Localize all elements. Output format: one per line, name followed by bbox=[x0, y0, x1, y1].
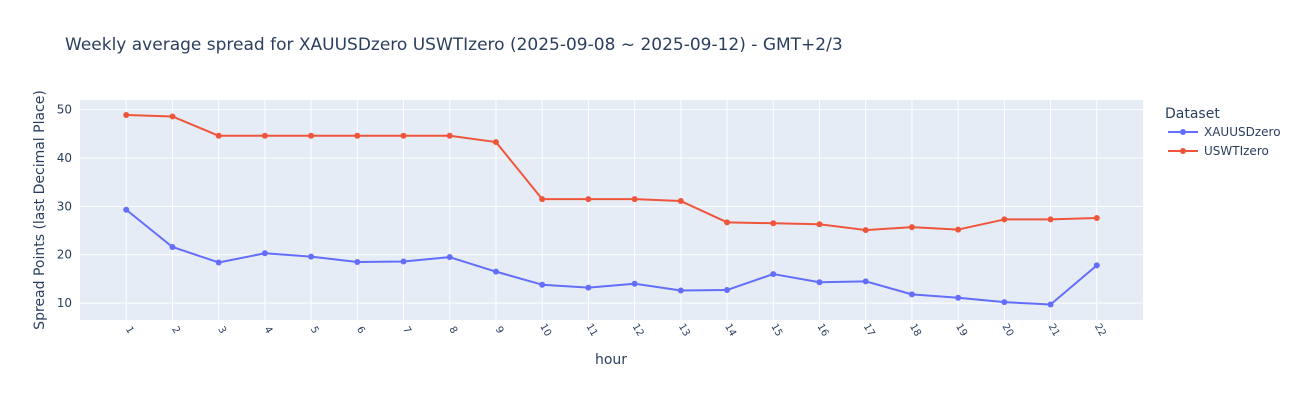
data-point-XAUUSDzero bbox=[123, 206, 130, 213]
x-tick-label: 17 bbox=[861, 322, 877, 339]
data-point-XAUUSDzero bbox=[816, 279, 823, 286]
data-point-USWTIzero bbox=[215, 132, 222, 139]
data-point-USWTIzero bbox=[908, 224, 915, 231]
legend-label-USWTIzero: USWTIzero bbox=[1204, 144, 1269, 158]
legend-marker-XAUUSDzero bbox=[1180, 129, 1186, 135]
data-point-USWTIzero bbox=[585, 196, 592, 203]
data-point-XAUUSDzero bbox=[908, 291, 915, 298]
data-point-XAUUSDzero bbox=[1047, 301, 1054, 308]
data-point-USWTIzero bbox=[1093, 214, 1100, 221]
data-point-USWTIzero bbox=[539, 196, 546, 203]
data-point-USWTIzero bbox=[354, 132, 361, 139]
x-tick-label: 8 bbox=[446, 325, 459, 336]
plot-area bbox=[80, 100, 1143, 320]
x-tick-label: 3 bbox=[215, 325, 228, 336]
data-point-USWTIzero bbox=[400, 132, 407, 139]
data-point-XAUUSDzero bbox=[955, 294, 962, 301]
y-axis-title: Spread Points (last Decimal Place) bbox=[32, 90, 48, 330]
y-tick-label: 10 bbox=[57, 296, 72, 310]
data-point-XAUUSDzero bbox=[261, 250, 268, 257]
legend-title: Dataset bbox=[1165, 106, 1220, 122]
series-line-XAUUSDzero bbox=[125, 208, 1098, 306]
x-tick-label: 10 bbox=[537, 322, 553, 339]
data-point-USWTIzero bbox=[1001, 216, 1008, 223]
chart-title: Weekly average spread for XAUUSDzero USW… bbox=[65, 35, 843, 55]
data-point-USWTIzero bbox=[446, 132, 453, 139]
y-tick-label: 50 bbox=[57, 103, 72, 117]
x-tick-label: 1 bbox=[123, 325, 136, 336]
x-tick-label: 2 bbox=[169, 325, 182, 336]
data-point-USWTIzero bbox=[169, 113, 176, 120]
x-tick-label: 12 bbox=[630, 322, 646, 339]
data-point-XAUUSDzero bbox=[677, 287, 684, 294]
data-point-USWTIzero bbox=[862, 227, 869, 234]
data-point-XAUUSDzero bbox=[354, 258, 361, 265]
data-point-XAUUSDzero bbox=[400, 258, 407, 265]
data-point-XAUUSDzero bbox=[539, 281, 546, 288]
y-tick-labels: 10 20 30 40 50 bbox=[57, 103, 72, 310]
data-point-XAUUSDzero bbox=[1093, 262, 1100, 269]
x-tick-label: 4 bbox=[262, 325, 275, 336]
data-point-XAUUSDzero bbox=[308, 253, 315, 260]
data-point-USWTIzero bbox=[123, 111, 130, 118]
data-point-USWTIzero bbox=[770, 220, 777, 227]
x-tick-label: 11 bbox=[583, 322, 599, 339]
data-point-USWTIzero bbox=[631, 196, 638, 203]
y-tick-label: 40 bbox=[57, 151, 72, 165]
x-tick-label: 21 bbox=[1046, 322, 1062, 339]
x-tick-label: 13 bbox=[676, 322, 692, 339]
legend: Dataset XAUUSDzero USWTIzero bbox=[1165, 106, 1281, 158]
data-point-XAUUSDzero bbox=[215, 259, 222, 266]
y-tick-label: 20 bbox=[57, 248, 72, 262]
x-tick-label: 16 bbox=[815, 322, 831, 339]
data-point-USWTIzero bbox=[261, 132, 268, 139]
series-group bbox=[123, 111, 1100, 308]
data-point-USWTIzero bbox=[724, 219, 731, 226]
data-point-XAUUSDzero bbox=[492, 268, 499, 275]
data-point-XAUUSDzero bbox=[169, 243, 176, 250]
data-point-USWTIzero bbox=[816, 221, 823, 228]
x-tick-labels: 1 2 3 4 5 6 7 8 9 10 11 12 13 14 15 16 17 18 19 20 21 22 bbox=[123, 322, 1108, 339]
data-point-XAUUSDzero bbox=[770, 271, 777, 278]
x-tick-label: 9 bbox=[493, 325, 506, 336]
data-point-XAUUSDzero bbox=[1001, 299, 1008, 306]
x-tick-label: 14 bbox=[722, 322, 738, 339]
data-point-XAUUSDzero bbox=[862, 278, 869, 285]
series-line-USWTIzero bbox=[126, 113, 1097, 232]
data-point-XAUUSDzero bbox=[724, 287, 731, 294]
x-tick-label: 18 bbox=[907, 322, 923, 339]
legend-label-XAUUSDzero: XAUUSDzero bbox=[1204, 125, 1281, 139]
data-point-USWTIzero bbox=[1047, 216, 1054, 223]
data-point-USWTIzero bbox=[955, 226, 962, 233]
data-point-XAUUSDzero bbox=[585, 284, 592, 291]
data-point-USWTIzero bbox=[492, 139, 499, 146]
data-point-XAUUSDzero bbox=[446, 254, 453, 261]
x-tick-label: 7 bbox=[400, 325, 413, 336]
x-tick-label: 6 bbox=[354, 325, 367, 336]
x-tick-label: 20 bbox=[999, 322, 1015, 339]
x-tick-label: 5 bbox=[308, 325, 321, 336]
x-tick-label: 22 bbox=[1092, 322, 1108, 339]
data-point-XAUUSDzero bbox=[631, 280, 638, 287]
legend-marker-USWTIzero bbox=[1180, 148, 1186, 154]
data-point-USWTIzero bbox=[677, 198, 684, 205]
x-tick-label: 19 bbox=[953, 322, 969, 339]
x-tick-label: 15 bbox=[768, 322, 784, 339]
data-point-USWTIzero bbox=[308, 132, 315, 139]
y-tick-label: 30 bbox=[57, 199, 72, 213]
x-axis-title: hour bbox=[595, 352, 627, 368]
